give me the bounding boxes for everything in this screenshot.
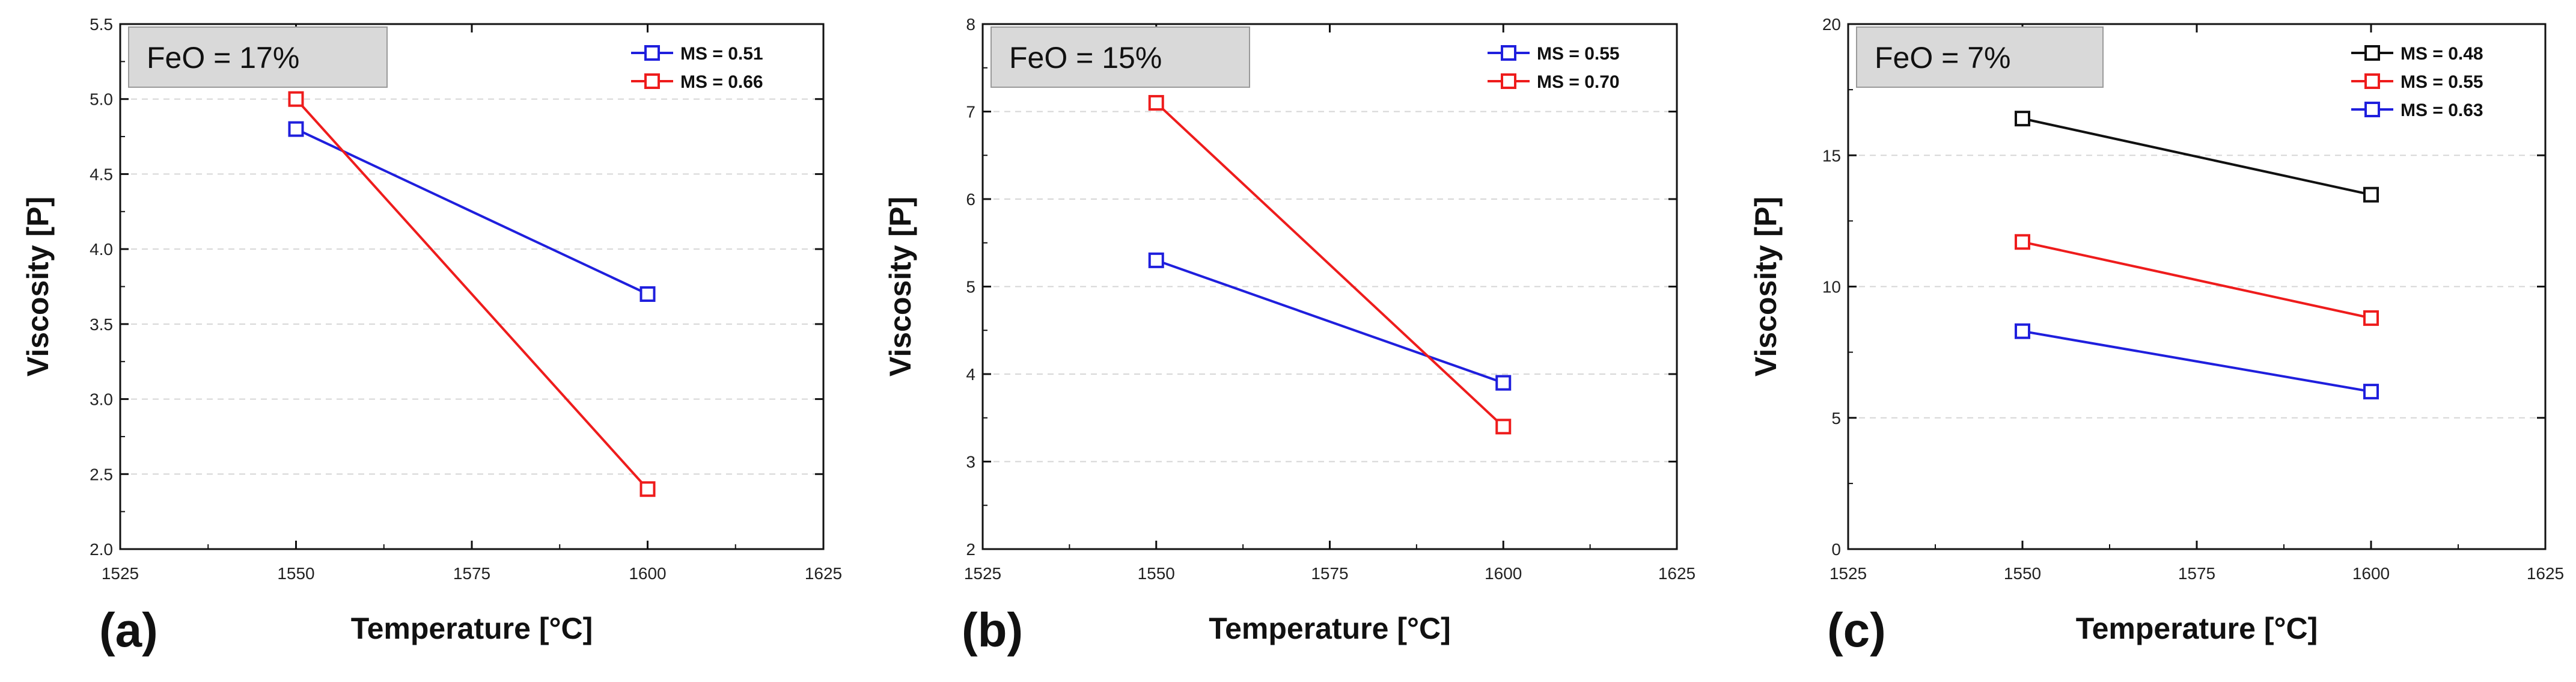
legend-label: MS = 0.51 <box>680 44 763 64</box>
series-line-2 <box>1155 102 1504 428</box>
x-tick-label: 1525 <box>964 564 1001 583</box>
annotation-text: FeO = 7% <box>1875 41 2011 75</box>
x-tick-label: 1575 <box>2178 564 2215 583</box>
data-point <box>1495 375 1512 391</box>
legend-label: MS = 0.66 <box>680 72 763 92</box>
y-tick-label: 4 <box>966 365 975 384</box>
y-tick-label: 7 <box>966 103 975 121</box>
legend-label: MS = 0.63 <box>2401 100 2483 120</box>
legend-swatch-marker <box>1501 73 1516 89</box>
x-tick-label: 1625 <box>805 564 842 583</box>
series-line-1 <box>2022 117 2372 196</box>
y-tick-label: 3.0 <box>90 390 113 409</box>
x-tick-label: 1575 <box>1311 564 1348 583</box>
y-axis-title: Viscosity [P] <box>884 197 917 376</box>
chart-panel-3: 0 5 10 15 20 1525 1550 1575 1600 1625 FeO = 7% MS =… <box>1749 15 2564 657</box>
x-axis-title: Temperature [°C] <box>1209 612 1450 645</box>
legend-label: MS = 0.55 <box>1537 44 1620 64</box>
x-tick-label: 1600 <box>2352 564 2390 583</box>
series-line-2 <box>2022 241 2372 319</box>
data-point <box>288 121 304 137</box>
data-point <box>2363 186 2379 203</box>
data-point <box>2363 384 2379 400</box>
data-point <box>1148 252 1164 268</box>
legend-label: MS = 0.70 <box>1537 72 1620 92</box>
y-tick-label: 0 <box>1831 540 1841 559</box>
y-tick-label: 2.5 <box>90 465 113 484</box>
series-line-1 <box>1156 259 1504 384</box>
annotation-box <box>990 26 1250 88</box>
y-tick-label: 4.5 <box>90 165 113 183</box>
x-tick-label: 1550 <box>277 564 314 583</box>
y-tick-label: 5 <box>1831 409 1841 428</box>
legend-swatch-marker <box>2364 73 2380 89</box>
data-point <box>639 286 656 302</box>
y-axis-title: Viscosity [P] <box>1749 197 1783 376</box>
x-tick-label: 1525 <box>102 564 139 583</box>
series-line-1 <box>295 127 649 295</box>
y-tick-label: 3.5 <box>90 315 113 334</box>
y-tick-label: 4.0 <box>90 240 113 259</box>
y-tick-label: 8 <box>966 15 975 34</box>
plot-frame <box>119 23 825 550</box>
data-point <box>2015 111 2030 127</box>
x-tick-label: 1550 <box>1138 564 1175 583</box>
annotation-box <box>128 26 388 88</box>
x-tick-label: 1600 <box>1485 564 1522 583</box>
series-line-2 <box>295 98 649 490</box>
annotation-box <box>1856 26 2104 88</box>
legend-swatch-marker <box>644 73 660 89</box>
y-axis-title: Viscosity [P] <box>21 197 55 376</box>
x-axis-title: Temperature [°C] <box>351 612 593 645</box>
y-tick-label: 5.0 <box>90 90 113 109</box>
x-tick-label: 1600 <box>629 564 666 583</box>
y-tick-label: 5 <box>966 278 975 296</box>
x-tick-label: 1525 <box>1830 564 1867 583</box>
x-axis-title: Temperature [°C] <box>2076 612 2318 645</box>
chart-panel-1: 2.0 2.5 3.0 3.5 4.0 4.5 5.0 5.5 1525 1550 1575 1600… <box>21 15 842 657</box>
data-point <box>2363 310 2379 326</box>
y-tick-label: 10 <box>1822 278 1841 296</box>
legend-swatch-marker <box>2364 102 2380 117</box>
series-line-3 <box>2022 330 2372 393</box>
panel-label: (b) <box>962 603 1023 657</box>
y-tick-label: 6 <box>966 190 975 209</box>
legend-label: MS = 0.55 <box>2401 72 2483 92</box>
data-point <box>1148 94 1164 111</box>
panel-label: (c) <box>1827 603 1886 657</box>
x-tick-label: 1625 <box>2527 564 2564 583</box>
data-point <box>639 481 656 497</box>
data-point <box>1495 419 1512 435</box>
legend-swatch-marker <box>1501 45 1516 61</box>
x-tick-label: 1575 <box>453 564 490 583</box>
data-point <box>288 91 304 107</box>
legend-swatch-marker <box>644 45 660 61</box>
annotation-text: FeO = 15% <box>1009 41 1162 75</box>
y-tick-label: 2.0 <box>90 540 113 559</box>
legend-swatch-marker <box>2364 45 2380 61</box>
data-point <box>2015 234 2030 250</box>
y-tick-label: 3 <box>966 453 975 472</box>
x-tick-label: 1550 <box>2004 564 2041 583</box>
chart-panel-2: 2 3 4 5 6 7 8 1525 1550 1575 1600 1625 FeO = 15% MS =… <box>884 15 1695 657</box>
panel-label: (a) <box>99 603 158 657</box>
y-tick-label: 20 <box>1822 15 1841 34</box>
x-tick-label: 1625 <box>1658 564 1695 583</box>
legend-label: MS = 0.48 <box>2401 44 2483 64</box>
data-point <box>2015 323 2030 339</box>
y-tick-label: 5.5 <box>90 15 113 34</box>
y-tick-label: 15 <box>1822 146 1841 165</box>
y-tick-label: 2 <box>966 540 975 559</box>
annotation-text: FeO = 17% <box>147 41 299 75</box>
